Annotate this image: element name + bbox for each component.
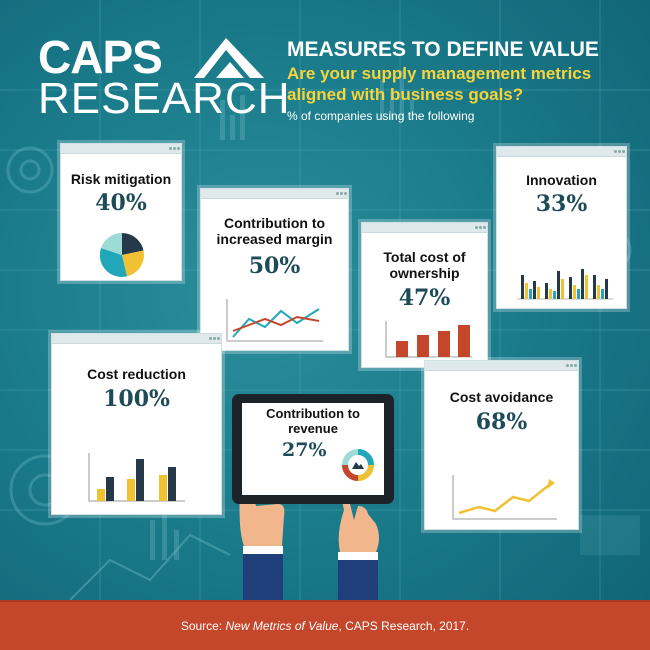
logo-text-research: RESEARCH	[38, 74, 291, 123]
card-title-bar	[497, 147, 626, 157]
metric-percent: 47%	[398, 285, 451, 311]
tablet-device: Contribution to revenue 27%	[232, 394, 394, 504]
metric-card-cost-reduction: Cost reduction 100%	[51, 333, 222, 515]
metric-percent: 68%	[475, 409, 528, 435]
source-footer: Source: New Metrics of Value, CAPS Resea…	[0, 600, 650, 650]
page-subtitle: Are your supply management metrics align…	[287, 64, 592, 104]
page-title: MEASURES TO DEFINE VALUE	[287, 38, 599, 61]
header: MEASURES TO DEFINE VALUE Are your supply…	[287, 38, 637, 124]
caps-research-logo: CAPS RESEARCH	[38, 31, 290, 124]
metric-label: Contribution to increased margin	[216, 215, 333, 247]
metric-percent: 33%	[535, 191, 588, 217]
metric-label: Cost reduction	[87, 366, 186, 382]
metric-card-cost-avoidance: Cost avoidance 68%	[424, 360, 579, 530]
bar-chart-icon	[385, 321, 472, 358]
source-citation: Source: New Metrics of Value, CAPS Resea…	[181, 619, 469, 633]
source-prefix: Source:	[180, 619, 226, 633]
source-publication: New Metrics of Value	[225, 619, 339, 633]
metric-label: Innovation	[526, 172, 597, 188]
metric-label: Total cost of ownership	[383, 249, 466, 281]
logo-text-caps: CAPS	[38, 31, 163, 83]
page-caption: % of companies using the following	[287, 109, 475, 123]
pie-chart-icon	[99, 232, 144, 278]
metric-card-risk-mitigation: Risk mitigation 40%	[60, 143, 182, 281]
metric-percent: 27%	[282, 439, 327, 461]
card-title-bar	[425, 361, 578, 371]
bar-chart-icon	[88, 453, 185, 502]
metric-card-innovation: Innovation 33%	[496, 146, 627, 309]
card-title-bar	[362, 223, 487, 233]
source-suffix: , CAPS Research, 2017.	[338, 619, 470, 633]
card-title-bar	[201, 189, 348, 199]
metric-card-increased-margin: Contribution to increased margin 50%	[200, 188, 349, 351]
metric-label: Risk mitigation	[70, 171, 172, 187]
mountain-logo-icon	[194, 38, 264, 78]
line-chart-icon	[226, 299, 323, 342]
card-title-bar	[52, 334, 221, 344]
metric-percent: 100%	[103, 386, 170, 412]
card-title-bar	[61, 144, 181, 154]
metric-label: Cost avoidance	[449, 389, 554, 405]
bar-chart-icon	[517, 269, 613, 300]
line-chart-icon	[452, 475, 557, 520]
metric-card-total-cost-ownership: Total cost of ownership 47%	[361, 222, 488, 368]
metric-percent: 50%	[248, 253, 301, 279]
donut-chart-icon	[342, 449, 374, 481]
tablet-screen: Contribution to revenue 27%	[242, 403, 384, 495]
metric-label: Contribution to revenue	[266, 406, 360, 436]
metric-percent: 40%	[95, 190, 147, 216]
